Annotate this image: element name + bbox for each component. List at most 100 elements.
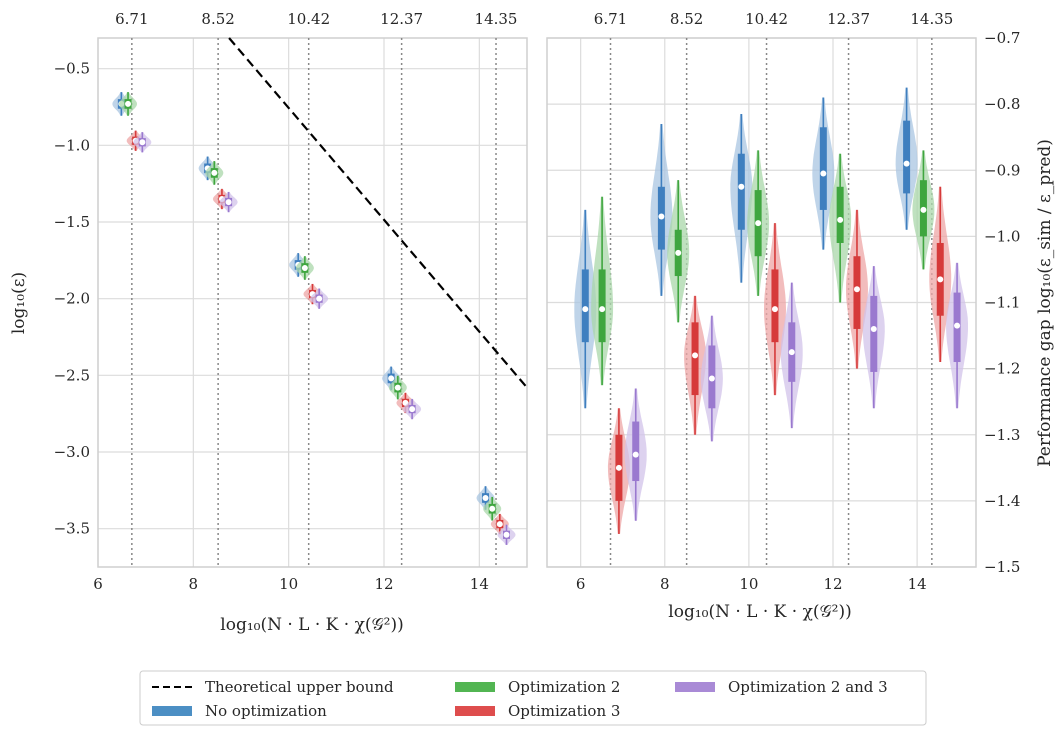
y-tick-label: −1.0 [984,227,1020,245]
legend-opt2-swatch [455,682,495,692]
x-tick-label: 12 [374,575,393,593]
top-tick-label: 12.37 [827,10,870,28]
violin-median-point [211,169,218,176]
right-xlabel: log₁₀(N · L · K · χ(𝒢²)) [668,602,851,622]
x-tick-label: 14 [908,575,927,593]
violin-median-point [771,306,778,313]
theoretical-bound-line [228,37,528,389]
violin-iqr-box [870,295,878,372]
top-tick-label: 10.42 [745,10,788,28]
violin-median-point [496,521,503,528]
violin-median-point [755,220,762,227]
top-tick-label: 8.52 [670,10,703,28]
violin-median-point [837,216,844,223]
violin-median-point [738,183,745,190]
left-panel: 6.71 8.52 10.42 12.37 14.35 6 8 10 12 14 −0.5 −1.0 −… [54,10,528,593]
violin-median-point [675,249,682,256]
violin-iqr-box [853,256,861,329]
violin-median-point [301,265,308,271]
x-tick-label: 6 [93,575,103,593]
violin-median-point [853,286,860,293]
right-ylabel: Performance gap log₁₀(ε_sim / ε_pred) [1035,139,1055,467]
y-tick-label: −1.5 [984,558,1020,576]
legend: Theoretical upper bound No optimization … [139,670,927,726]
violin-median-point [225,199,232,206]
violin-iqr-box [581,269,589,343]
x-tick-label: 8 [189,575,199,593]
left-ylabel: log₁₀(ε) [9,272,29,334]
violin-median-point [599,306,606,313]
y-tick-label: −1.5 [54,213,90,231]
violin-iqr-box [598,269,606,343]
violin-median-point [692,352,699,359]
violin-median-point [582,306,589,313]
violin-median-point [139,139,146,146]
x-tick-label: 12 [823,575,842,593]
violin-median-point [615,464,622,471]
y-tick-label: −3.0 [54,443,90,461]
violin-iqr-box [771,269,779,343]
x-tick-label: 8 [660,575,670,593]
y-tick-label: −0.5 [54,60,90,78]
left-xlabel: log₁₀(N · L · K · χ(𝒢²)) [220,615,403,635]
y-tick-label: −1.3 [984,426,1020,444]
violin-iqr-box [836,186,844,243]
top-tick-label: 6.71 [115,10,148,28]
y-tick-label: −0.8 [984,95,1020,113]
violin-median-point [903,160,910,167]
y-tick-label: −1.0 [54,136,90,154]
x-tick-label: 10 [279,575,298,593]
legend-frame [139,670,927,726]
y-tick-label: −1.4 [984,492,1020,510]
violin-median-point [316,295,323,302]
top-tick-label: 6.71 [594,10,627,28]
violin-iqr-box [737,153,745,230]
right-panel: 6.71 8.52 10.42 12.37 14.35 6 8 10 12 14 −0.7 −0.8 −… [546,10,1020,593]
legend-bound-label: Theoretical upper bound [205,678,394,696]
legend-opt2-label: Optimization 2 [508,678,620,696]
violin-median-point [394,384,401,391]
violin-median-point [409,406,416,413]
y-tick-label: −1.2 [984,360,1020,378]
x-tick-label: 14 [470,575,489,593]
top-tick-label: 14.35 [910,10,953,28]
legend-opt23-label: Optimization 2 and 3 [728,678,888,696]
axes-frame [97,37,528,568]
violin-median-point [870,325,877,332]
violin-median-point [489,505,496,512]
y-tick-label: −2.0 [54,290,90,308]
legend-opt23-swatch [675,682,715,692]
violin-iqr-box [819,127,827,210]
legend-opt3-label: Optimization 3 [508,702,620,720]
violin-median-point [658,213,665,220]
violin-median-point [125,100,132,107]
top-tick-label: 10.42 [287,10,330,28]
x-tick-label: 10 [739,575,758,593]
violin-median-point [788,349,795,356]
violin-iqr-box [632,421,640,482]
axes-frame [546,37,977,568]
y-tick-label: −0.7 [984,29,1020,47]
y-tick-label: −3.5 [54,520,90,538]
x-tick-label: 6 [576,575,586,593]
legend-opt3-swatch [455,706,495,716]
violin-median-point [388,375,395,382]
violin-iqr-box [691,322,699,396]
violin-median-point [954,322,961,329]
top-tick-label: 12.37 [380,10,423,28]
legend-noopt-label: No optimization [205,702,327,720]
top-tick-label: 8.52 [201,10,234,28]
violin-iqr-box [903,120,911,194]
y-tick-label: −1.1 [984,294,1020,312]
violin-median-point [708,375,715,382]
y-tick-label: −0.9 [984,161,1020,179]
violin-median-point [482,495,489,501]
violin-median-point [820,170,827,177]
violin-median-point [503,531,510,538]
legend-noopt-swatch [152,706,192,716]
y-tick-label: −2.5 [54,366,90,384]
violin-median-point [632,451,639,458]
violin-median-point [937,276,944,283]
violin-median-point [920,206,927,213]
